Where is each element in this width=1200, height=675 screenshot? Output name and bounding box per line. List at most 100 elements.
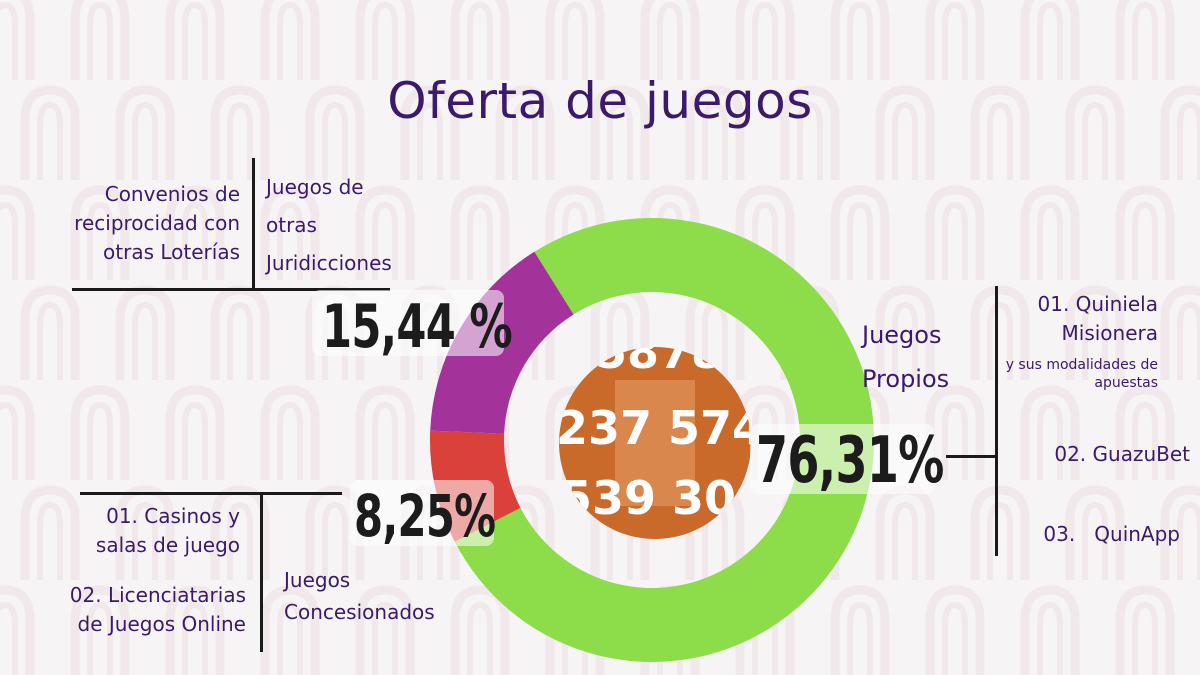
otras-detail: Convenios de reciprocidad con otras Lote… <box>50 180 240 267</box>
pattern-mark <box>1065 285 1125 380</box>
pattern-mark <box>355 0 415 80</box>
pattern-mark <box>1020 0 1080 80</box>
propios-note-line: y sus modalidades de <box>1005 357 1158 373</box>
concesionados-item-line: 02. Licenciatarias <box>69 583 246 607</box>
otras-heading-line: Juegos de <box>266 175 364 199</box>
pattern-mark <box>830 585 890 675</box>
pattern-mark <box>450 0 510 80</box>
pattern-mark <box>355 585 415 675</box>
otras-heading-line: Juridicciones <box>266 251 392 275</box>
pattern-mark <box>780 85 840 180</box>
otras-detail-line: reciprocidad con <box>74 211 240 235</box>
center-highlight <box>615 380 695 506</box>
pattern-mark <box>830 185 890 280</box>
concesionados-item-line: salas de juego <box>95 533 240 557</box>
pattern-mark <box>20 485 80 580</box>
otras-heading-line: otras <box>266 213 317 237</box>
pattern-mark <box>590 85 650 180</box>
pattern-mark <box>830 0 890 80</box>
otras-detail-line: Convenios de <box>104 182 240 206</box>
otras-detail-line: otras Loterías <box>103 240 240 264</box>
pattern-mark <box>545 185 605 280</box>
pattern-mark <box>970 85 1030 180</box>
center-image: 5878 237 574 539 30 <box>556 325 764 539</box>
pattern-mark <box>545 0 605 80</box>
slice-juegos-propios <box>454 218 875 662</box>
pattern-mark <box>0 585 35 675</box>
pattern-mark <box>0 185 35 280</box>
propios-item-1-note: y sus modalidades de apuestas <box>990 356 1158 392</box>
propios-note-line: apuestas <box>1094 375 1158 391</box>
center-number-row: 237 574 <box>556 401 764 455</box>
pattern-mark <box>875 285 935 380</box>
pattern-mark <box>165 0 225 80</box>
label-juegos-concesionados: 8,25% <box>354 482 496 550</box>
pattern-mark <box>260 185 320 280</box>
concesionados-heading-line: Juegos <box>284 568 351 592</box>
pattern-mark <box>1115 185 1175 280</box>
pattern-mark <box>70 0 130 80</box>
pattern-mark <box>1115 385 1175 480</box>
divider-horizontal <box>80 492 342 495</box>
pattern-mark <box>1065 85 1125 180</box>
pattern-mark <box>355 385 415 480</box>
propios-item-1: 01. Quiniela Misionera <box>1000 290 1159 348</box>
propios-heading: Juegos Propios <box>862 313 992 401</box>
concesionados-heading-line: Concesionados <box>284 600 435 624</box>
pattern-mark <box>1020 585 1080 675</box>
pattern-mark <box>355 185 415 280</box>
pattern-mark <box>875 85 935 180</box>
pattern-mark <box>70 185 130 280</box>
concesionados-item-2: 02. Licenciatarias de Juegos Online <box>20 581 246 639</box>
pattern-mark <box>70 585 130 675</box>
pattern-mark <box>20 285 80 380</box>
label-juegos-propios: 76,31% <box>756 424 944 498</box>
pattern-mark <box>0 0 35 80</box>
pattern-mark <box>640 185 700 280</box>
propios-item-3: 03. QuinApp <box>1043 522 1180 546</box>
pattern-mark <box>1115 0 1175 80</box>
concesionados-heading: Juegos Concesionados <box>284 564 484 628</box>
pattern-mark <box>115 85 175 180</box>
pattern-mark <box>495 85 555 180</box>
pattern-mark <box>260 0 320 80</box>
divider-vertical <box>995 286 998 556</box>
label-juegos-otras: 15,44 % <box>322 292 513 362</box>
pattern-mark <box>260 385 320 480</box>
divider-vertical <box>252 158 255 290</box>
pattern-mark <box>165 385 225 480</box>
pattern-mark <box>70 385 130 480</box>
pattern-mark <box>925 0 985 80</box>
pattern-mark <box>450 585 510 675</box>
pattern-mark <box>925 185 985 280</box>
pattern-mark <box>970 285 1030 380</box>
divider-horizontal <box>946 455 996 458</box>
pct-bg <box>750 424 934 494</box>
propios-item-2: 02. GuazuBet <box>1054 442 1190 466</box>
center-number-row: 5878 <box>595 325 723 379</box>
otras-heading: Juegos de otras Juridicciones <box>266 168 436 282</box>
pattern-mark <box>210 485 270 580</box>
pattern-mark <box>20 85 80 180</box>
propios-heading-line: Juegos <box>862 321 942 349</box>
divider-horizontal <box>72 288 390 291</box>
propios-heading-line: Propios <box>862 365 950 393</box>
propios-item-line: Misionera <box>1061 321 1158 345</box>
pattern-mark <box>115 485 175 580</box>
pattern-mark <box>0 385 35 480</box>
pattern-mark <box>400 85 460 180</box>
pattern-mark <box>735 0 795 80</box>
propios-item-line: 01. Quiniela <box>1037 292 1159 316</box>
pattern-mark <box>305 85 365 180</box>
pattern-mark <box>1065 485 1125 580</box>
concesionados-item-line: de Juegos Online <box>77 612 246 636</box>
pattern-mark <box>1020 385 1080 480</box>
pattern-mark <box>970 485 1030 580</box>
pattern-mark <box>450 185 510 280</box>
pct-bg <box>312 290 504 356</box>
pct-bg <box>350 480 494 546</box>
pattern-mark <box>685 85 745 180</box>
center-number-row: 539 30 <box>560 471 736 525</box>
pattern-mark <box>640 0 700 80</box>
pattern-mark <box>210 85 270 180</box>
